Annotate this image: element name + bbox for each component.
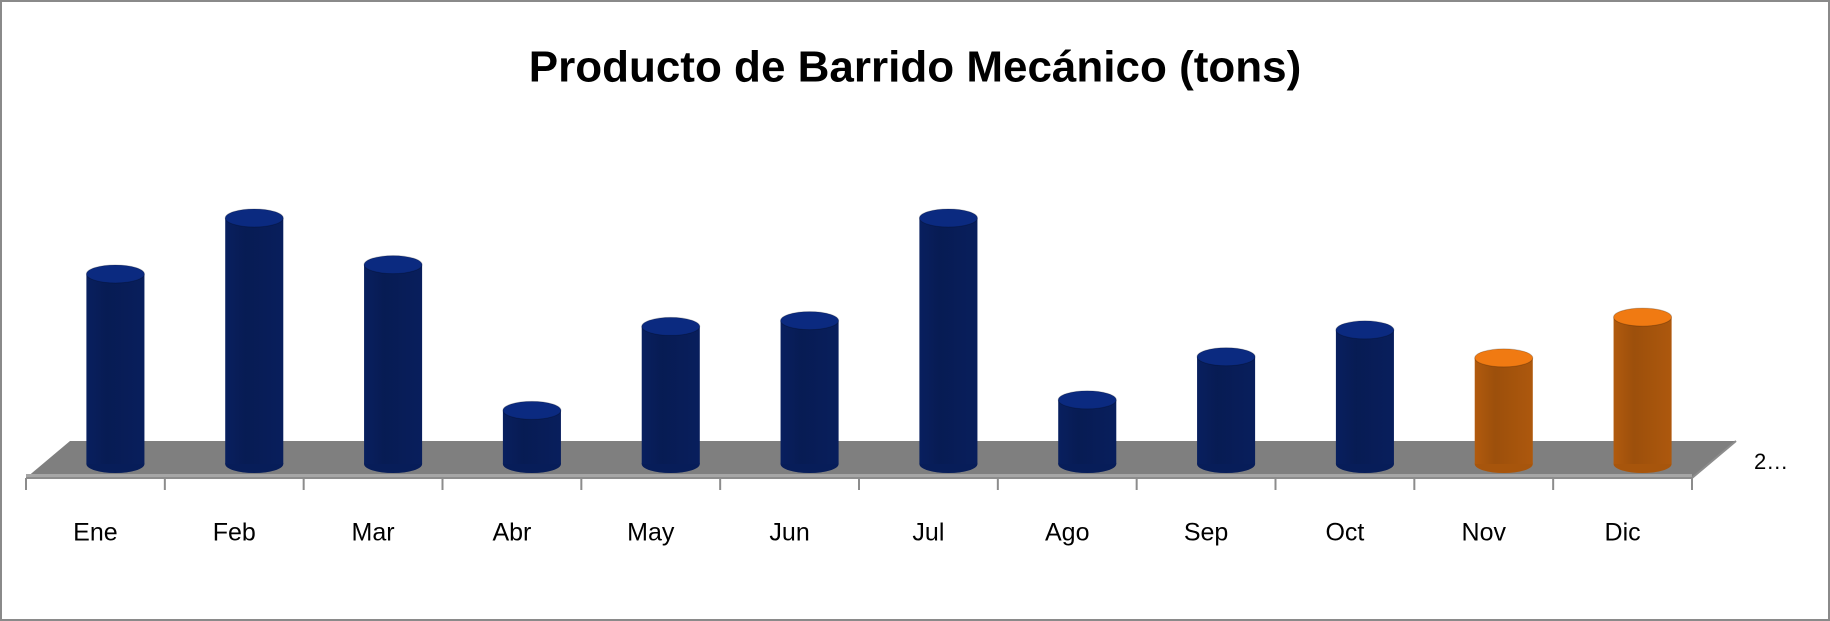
bar-shade [1474, 357, 1533, 464]
bar-shade [1335, 329, 1394, 464]
chart-title: Producto de Barrido Mecánico (tons) [529, 43, 1302, 92]
x-tick-label: Nov [1462, 519, 1507, 547]
bar-shade [86, 273, 145, 464]
x-tick-label: May [627, 519, 675, 547]
x-tick-label: Abr [492, 519, 531, 547]
cylinder-top [1057, 390, 1117, 410]
x-tick-label: Sep [1184, 519, 1228, 547]
cylinder-top [1474, 348, 1534, 368]
cylinder-top [1196, 347, 1256, 367]
cylinder-top [85, 264, 145, 284]
x-tick-label: Ene [73, 519, 117, 547]
cylinder-top [502, 400, 562, 420]
bar-shade [780, 320, 839, 464]
x-tick-label: Mar [352, 519, 395, 547]
bar-shade [641, 326, 700, 464]
cylinder-top [918, 208, 978, 228]
cylinder-top [1613, 307, 1673, 327]
x-tick-label: Oct [1325, 519, 1364, 547]
bar-shade [364, 264, 423, 464]
bar-shade [919, 218, 978, 464]
floor [26, 441, 1736, 478]
x-tick-label: Jun [769, 519, 809, 547]
depth-axis [1691, 440, 1737, 479]
cylinder-top [641, 316, 701, 336]
cylinder-top [1335, 320, 1395, 340]
series-label: 2… [1754, 449, 1788, 474]
cylinder-top [363, 255, 423, 275]
cylinder-top [780, 311, 840, 331]
cylinder-top [224, 208, 284, 228]
x-tick-label: Ago [1045, 519, 1089, 547]
x-tick-label: Dic [1605, 519, 1641, 547]
bar-shade [1058, 399, 1117, 464]
bar-shade [225, 218, 284, 464]
x-tick-label: Feb [213, 519, 256, 547]
bar-shade [1197, 356, 1256, 464]
bar-shade [1613, 317, 1672, 464]
x-tick-label: Jul [912, 519, 944, 547]
